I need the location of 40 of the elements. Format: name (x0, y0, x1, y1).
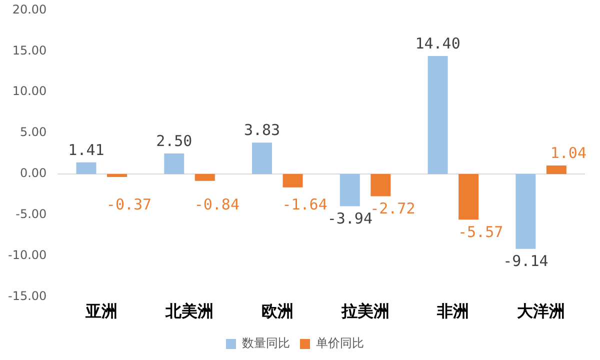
bar (458, 174, 479, 220)
bar (107, 174, 128, 177)
y-tick-label: -10.00 (8, 248, 47, 262)
bar (76, 162, 96, 174)
data-label: 3.83 (244, 121, 280, 139)
x-tick-label: 大洋洲 (517, 302, 566, 321)
x-tick-label: 亚洲 (84, 302, 118, 321)
y-tick-label: 10.00 (12, 84, 47, 98)
bar (546, 165, 566, 174)
data-label: -0.37 (106, 195, 152, 214)
legend-label: 数量同比 (242, 336, 290, 350)
data-label: -1.64 (282, 195, 328, 214)
x-tick-label: 北美洲 (164, 302, 214, 321)
bar (370, 174, 391, 196)
data-label: -0.84 (194, 195, 240, 214)
legend-label: 单价同比 (316, 336, 364, 350)
data-label: -3.94 (327, 210, 372, 228)
x-tick-label: 拉美洲 (340, 302, 390, 321)
data-label: 2.50 (156, 132, 192, 150)
y-tick-label: -15.00 (8, 288, 47, 303)
bar (164, 154, 184, 174)
bar (428, 56, 448, 174)
data-label: -9.14 (503, 252, 548, 270)
bar (516, 174, 536, 249)
bar (194, 174, 215, 181)
y-tick-label: 15.00 (12, 43, 47, 58)
data-label: 14.40 (415, 34, 460, 52)
x-tick-label: 欧洲 (261, 302, 294, 321)
y-tick-label: 20.00 (12, 2, 47, 16)
bar (340, 174, 360, 206)
data-label: -5.57 (458, 222, 504, 241)
y-tick-label: 0.00 (20, 166, 47, 180)
y-tick-label: 5.00 (20, 125, 47, 140)
bar (252, 142, 272, 174)
data-label: 1.04 (550, 144, 586, 162)
x-tick-label: 非洲 (436, 302, 470, 321)
y-tick-label: -5.00 (16, 207, 47, 222)
data-label: -2.72 (370, 200, 416, 218)
data-label: 1.41 (68, 140, 104, 159)
bar (282, 174, 303, 188)
